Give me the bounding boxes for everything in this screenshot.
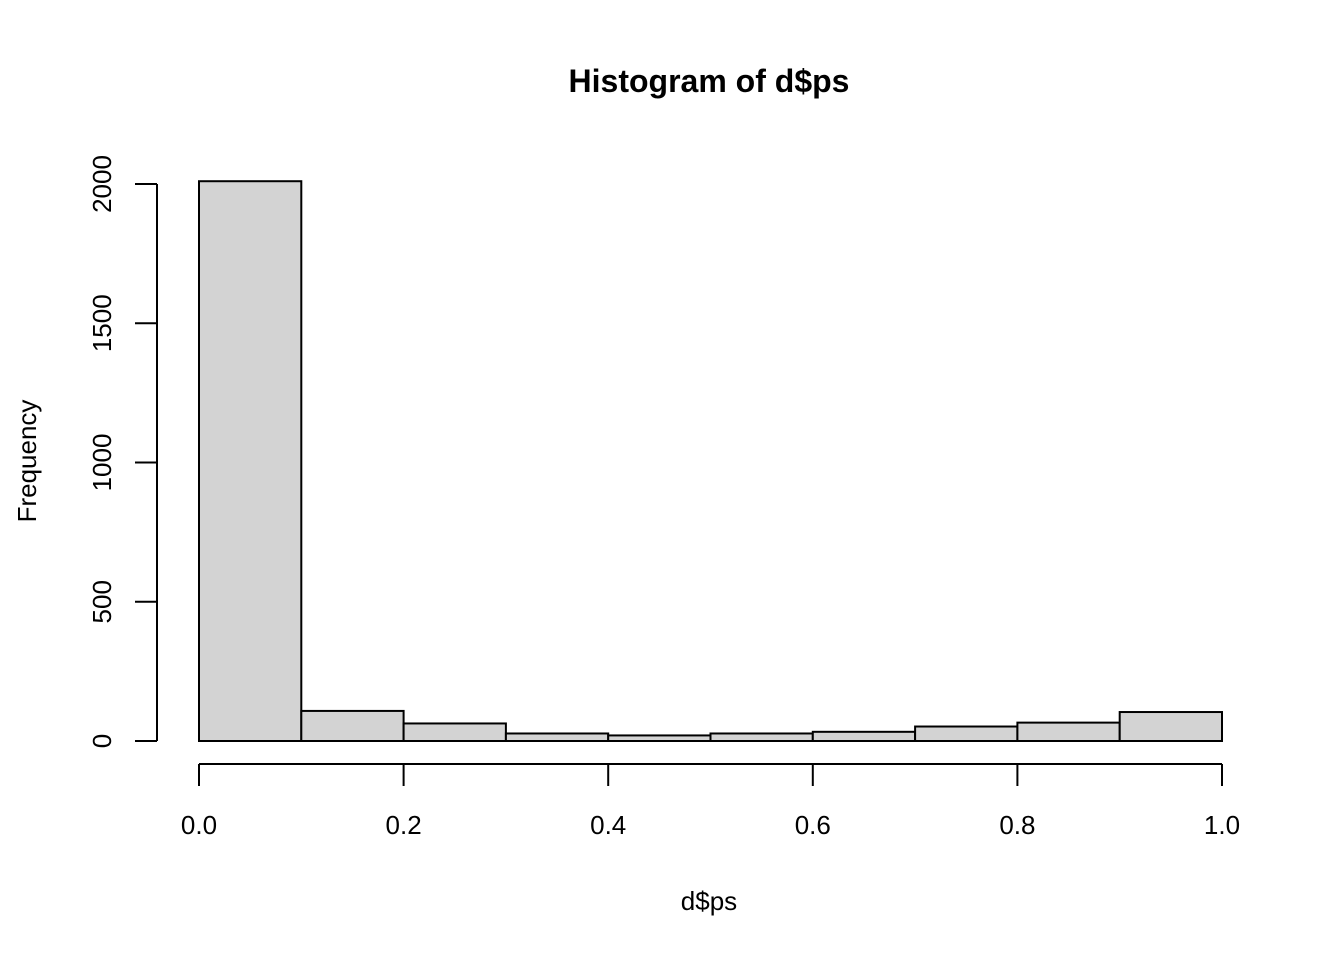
- y-tick-label: 500: [87, 580, 117, 623]
- histogram-bar: [709, 732, 814, 743]
- x-tick-label: 0.4: [590, 810, 626, 840]
- y-axis-label: Frequency: [12, 400, 42, 523]
- histogram-bar: [504, 732, 610, 743]
- x-tick-label: 0.2: [386, 810, 422, 840]
- y-tick-label: 0: [87, 734, 117, 748]
- x-axis-label: d$ps: [681, 886, 737, 916]
- histogram-bar: [1118, 711, 1223, 743]
- histogram-bar: [811, 730, 917, 743]
- chart-title: Histogram of d$ps: [569, 63, 850, 99]
- histogram-bar: [607, 734, 712, 742]
- histogram-bar: [914, 725, 1019, 743]
- x-tick-label: 0.0: [181, 810, 217, 840]
- histogram-bar: [300, 709, 405, 742]
- y-tick-label: 1000: [87, 434, 117, 492]
- histogram-bar: [198, 180, 303, 742]
- y-tick-label: 2000: [87, 155, 117, 213]
- histogram-bar: [402, 722, 507, 743]
- x-tick-label: 0.6: [795, 810, 831, 840]
- x-tick-label: 0.8: [999, 810, 1035, 840]
- histogram-bar: [1016, 721, 1121, 743]
- y-tick-label: 1500: [87, 294, 117, 352]
- y-axis: 0 500 1000 1500 2000: [87, 155, 158, 748]
- bars-group: [198, 180, 1223, 743]
- x-tick-label: 1.0: [1204, 810, 1240, 840]
- x-axis: 0.0 0.2 0.4 0.6 0.8 1.0: [181, 763, 1240, 840]
